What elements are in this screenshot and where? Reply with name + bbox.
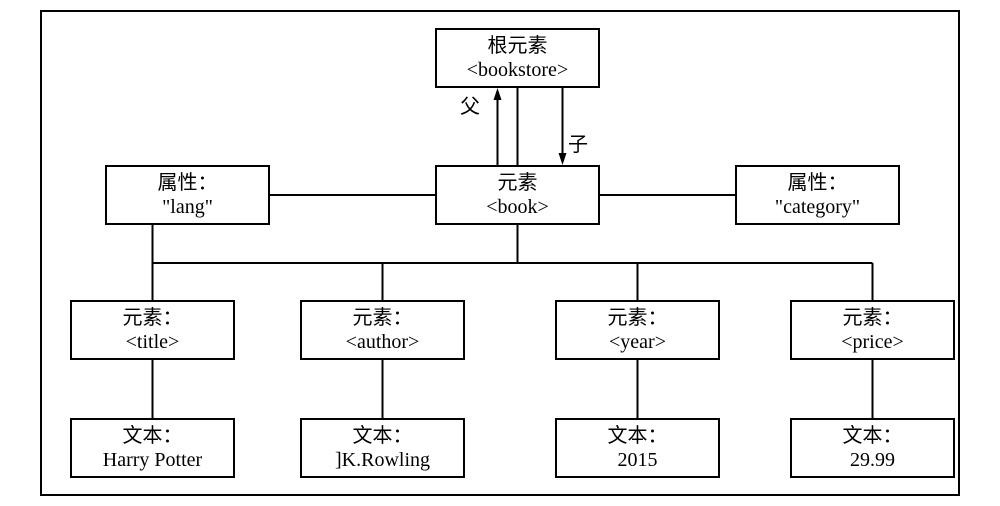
node-line1: 文本： bbox=[608, 424, 668, 448]
node-line1: 根元素 bbox=[488, 34, 548, 58]
node-line2: <title> bbox=[126, 330, 180, 354]
node-book: 元素<book> bbox=[435, 165, 600, 225]
edge-label-child: 子 bbox=[568, 134, 588, 156]
node-line1: 文本： bbox=[843, 424, 903, 448]
node-line2: "category" bbox=[775, 195, 860, 219]
node-title: 元素：<title> bbox=[70, 300, 235, 360]
node-year: 元素：<year> bbox=[555, 300, 720, 360]
node-text-year: 文本：2015 bbox=[555, 418, 720, 478]
node-text-author: 文本：]K.Rowling bbox=[300, 418, 465, 478]
node-author: 元素：<author> bbox=[300, 300, 465, 360]
node-line2: <price> bbox=[841, 330, 904, 354]
node-line2: 29.99 bbox=[850, 448, 895, 472]
node-line2: 2015 bbox=[618, 448, 658, 472]
node-line1: 元素 bbox=[498, 171, 538, 195]
node-text-title: 文本：Harry Potter bbox=[70, 418, 235, 478]
node-line1: 元素： bbox=[843, 306, 903, 330]
node-line1: 属性： bbox=[158, 171, 218, 195]
node-price: 元素：<price> bbox=[790, 300, 955, 360]
diagram-stage: 父 子 根元素<bookstore>元素<book>属性："lang"属性："c… bbox=[0, 0, 1000, 506]
node-line2: <book> bbox=[486, 195, 549, 219]
node-line2: "lang" bbox=[162, 195, 213, 219]
node-line1: 属性： bbox=[788, 171, 848, 195]
node-line2: Harry Potter bbox=[103, 448, 202, 472]
node-line2: <bookstore> bbox=[467, 58, 568, 82]
node-line1: 元素： bbox=[353, 306, 413, 330]
node-attr-lang: 属性："lang" bbox=[105, 165, 270, 225]
node-line1: 文本： bbox=[353, 424, 413, 448]
node-root: 根元素<bookstore> bbox=[435, 28, 600, 88]
node-attr-category: 属性："category" bbox=[735, 165, 900, 225]
node-text-price: 文本：29.99 bbox=[790, 418, 955, 478]
node-line2: <year> bbox=[609, 330, 666, 354]
node-line1: 元素： bbox=[608, 306, 668, 330]
node-line2: <author> bbox=[346, 330, 420, 354]
edge-label-parent: 父 bbox=[460, 96, 480, 118]
node-line2: ]K.Rowling bbox=[335, 448, 430, 472]
node-line1: 文本： bbox=[123, 424, 183, 448]
node-line1: 元素： bbox=[123, 306, 183, 330]
